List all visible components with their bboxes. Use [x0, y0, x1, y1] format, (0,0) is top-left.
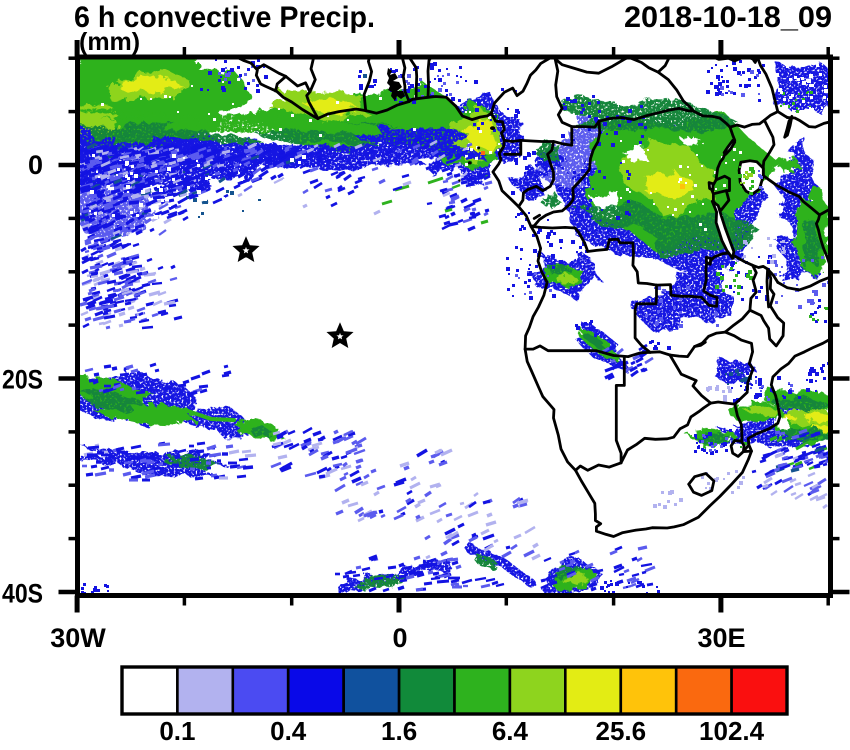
- svg-text:0.1: 0.1: [159, 716, 195, 746]
- svg-text:25.6: 25.6: [595, 716, 646, 746]
- svg-text:(mm): (mm): [79, 28, 140, 56]
- svg-text:6 h convective Precip.: 6 h convective Precip.: [74, 1, 375, 34]
- svg-text:30W: 30W: [50, 623, 106, 653]
- svg-text:0: 0: [392, 623, 407, 653]
- svg-text:30E: 30E: [697, 623, 745, 653]
- svg-text:20S: 20S: [2, 365, 43, 395]
- svg-text:6.4: 6.4: [492, 716, 529, 746]
- svg-text:40S: 40S: [2, 579, 43, 609]
- svg-text:0: 0: [28, 150, 43, 180]
- svg-text:1.6: 1.6: [381, 716, 417, 746]
- svg-text:0.4: 0.4: [270, 716, 307, 746]
- svg-text:2018-10-18_09: 2018-10-18_09: [624, 1, 832, 34]
- svg-text:102.4: 102.4: [699, 716, 765, 746]
